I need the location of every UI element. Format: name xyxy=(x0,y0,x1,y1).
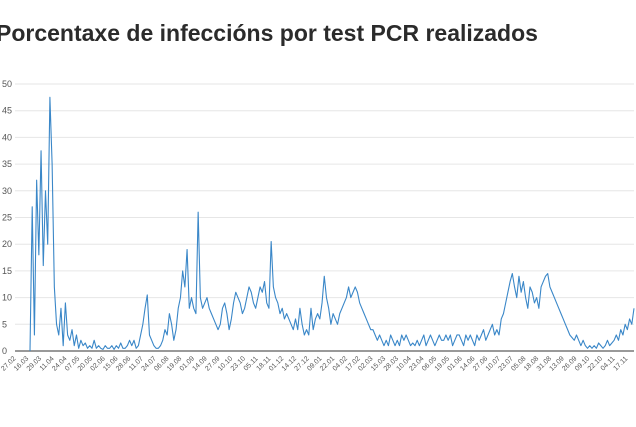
y-tick-label: 5 xyxy=(2,319,7,329)
y-tick-label: 25 xyxy=(2,213,12,223)
y-tick-label: 50 xyxy=(2,79,12,89)
chart-title: Porcentaxe de infeccións por test PCR re… xyxy=(0,20,538,46)
series-line xyxy=(29,96,635,352)
x-tick-label: 17.11 xyxy=(612,355,629,372)
y-tick-label: 35 xyxy=(2,159,12,169)
y-tick-label: 15 xyxy=(2,266,12,276)
y-tick-label: 0 xyxy=(2,346,7,356)
y-tick-label: 10 xyxy=(2,293,12,303)
y-tick-label: 40 xyxy=(2,132,12,142)
y-tick-label: 30 xyxy=(2,186,12,196)
y-tick-label: 45 xyxy=(2,106,12,116)
y-tick-label: 20 xyxy=(2,239,12,249)
